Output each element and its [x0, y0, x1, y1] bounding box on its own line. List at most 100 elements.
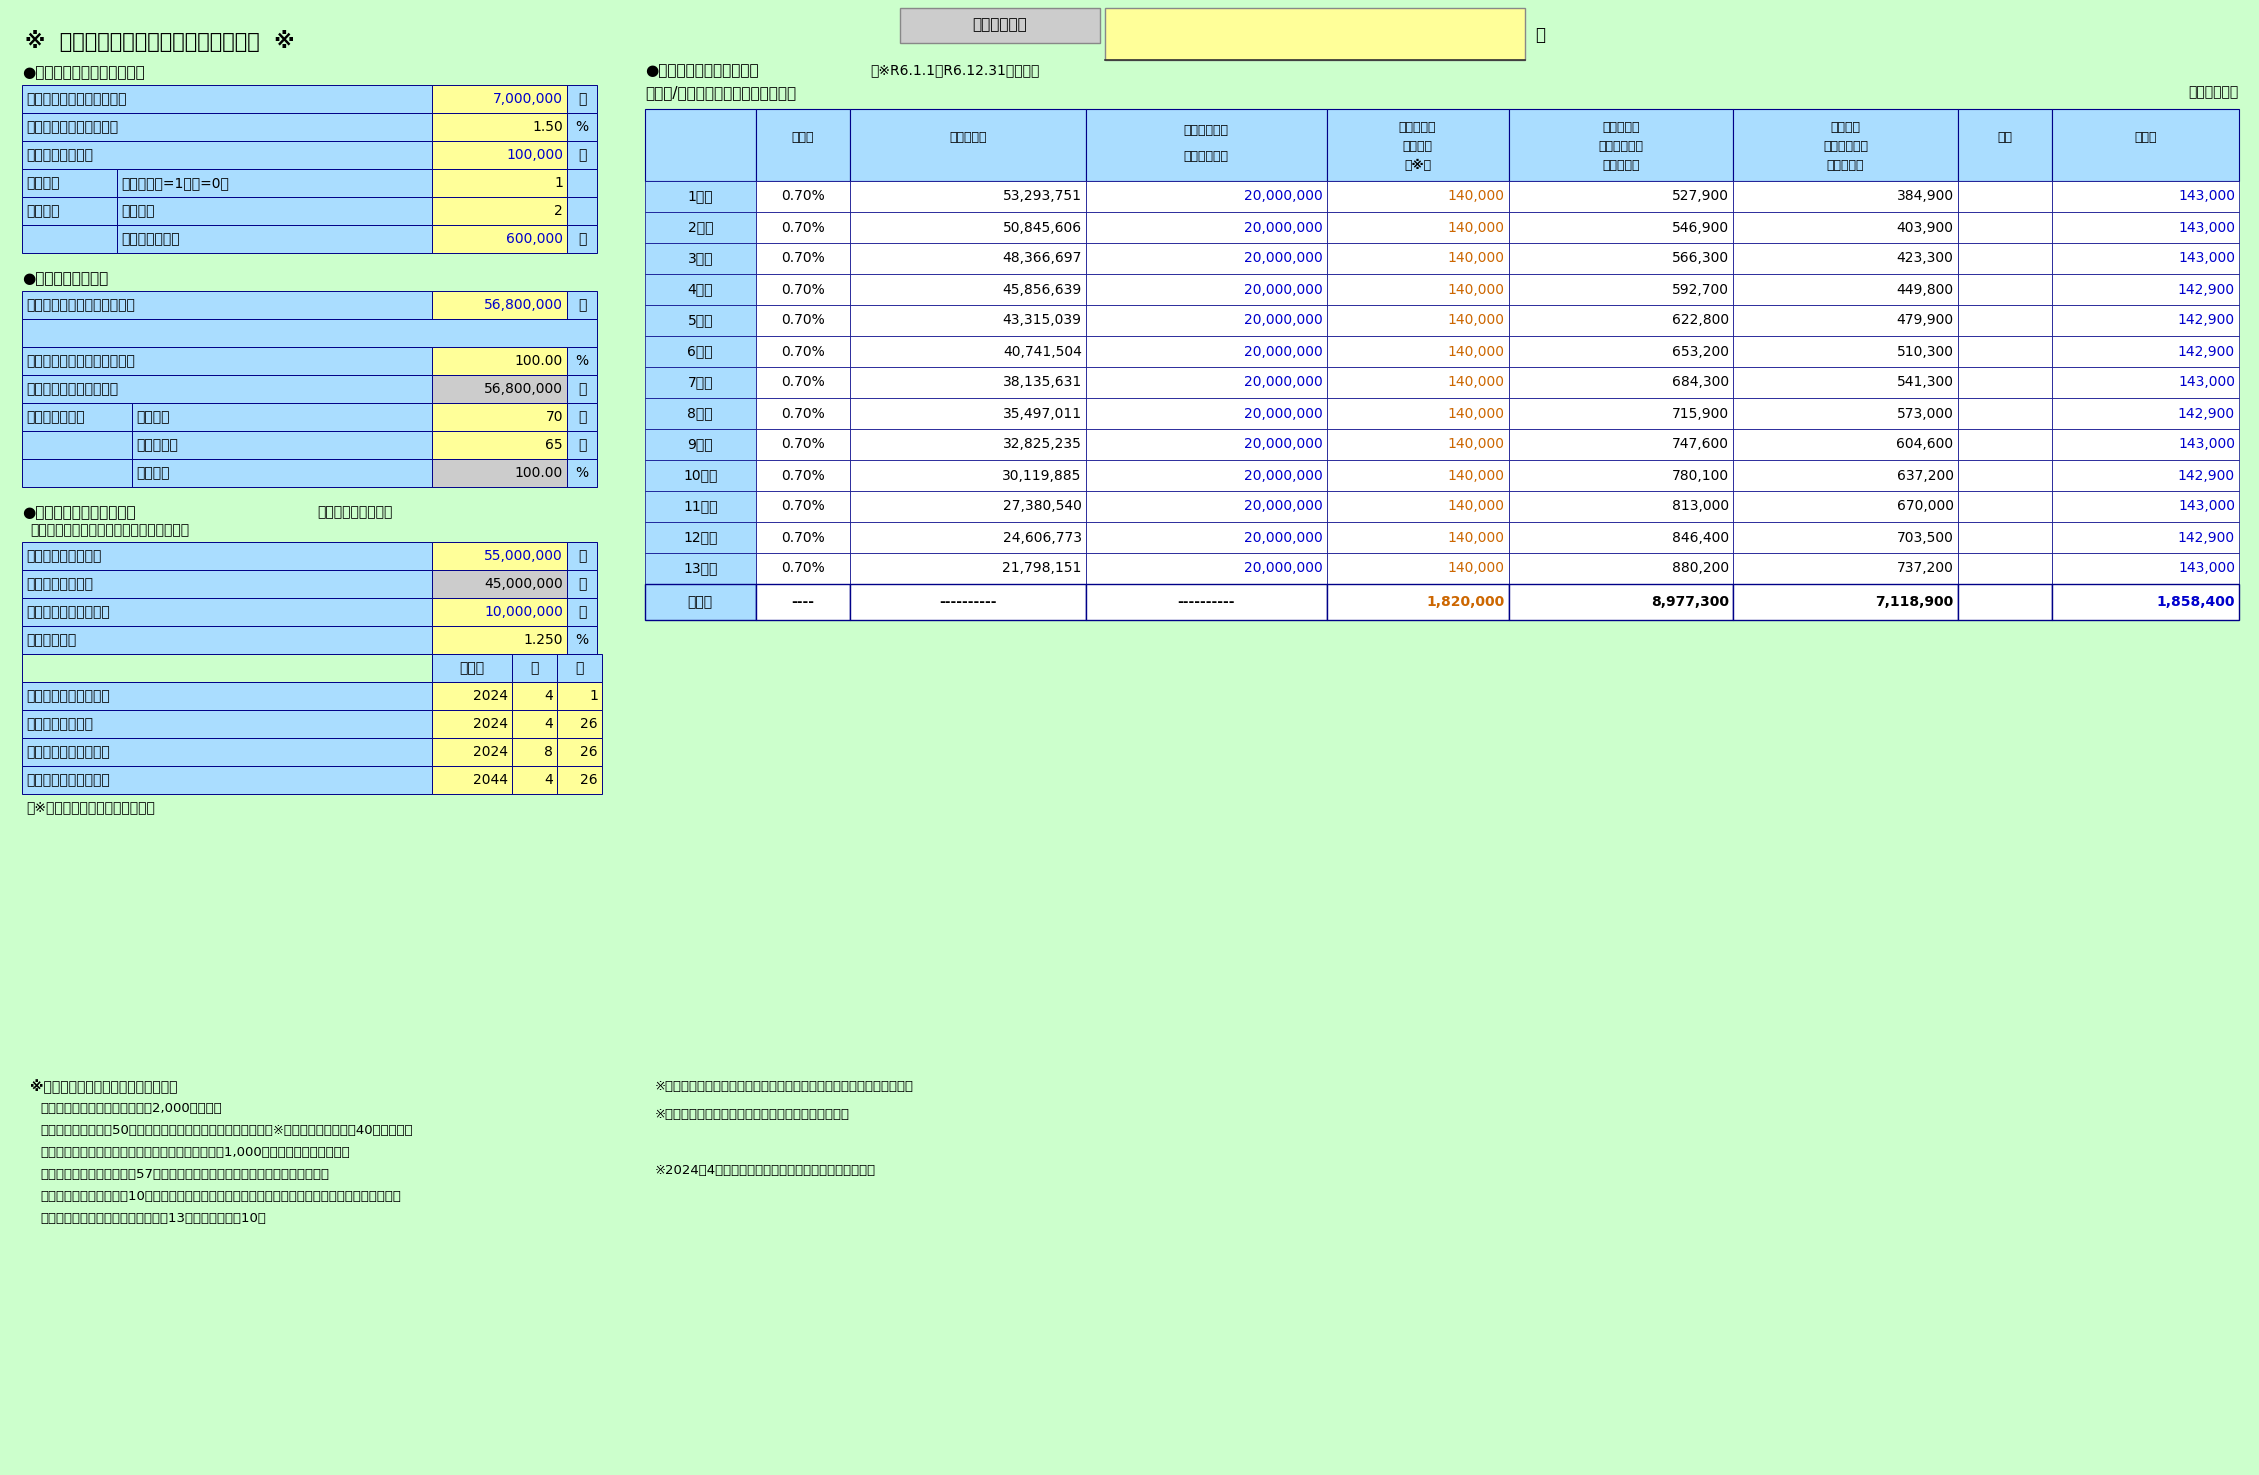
Text: 6年目: 6年目 — [687, 345, 714, 358]
Text: 借入金残高: 借入金残高 — [949, 131, 987, 145]
Text: 566,300: 566,300 — [1672, 252, 1728, 266]
Text: %: % — [576, 354, 590, 367]
Text: 26: 26 — [581, 717, 599, 732]
Text: 円: 円 — [578, 382, 585, 395]
Bar — [558, 709, 601, 738]
Bar — [646, 398, 755, 429]
Bar — [755, 429, 849, 460]
Bar — [1509, 584, 1733, 620]
Text: ＜新築/買取再販：一般住宅の場合＞: ＜新築/買取再販：一般住宅の場合＞ — [646, 86, 795, 100]
Text: 813,000: 813,000 — [1672, 500, 1728, 513]
Text: 142,900: 142,900 — [2178, 407, 2234, 420]
Text: 10,000,000: 10,000,000 — [483, 605, 562, 620]
Text: （※借入期間は最長３５年まで）: （※借入期間は最長３５年まで） — [27, 799, 156, 814]
Text: 給与の上昇率（％／年）: 給与の上昇率（％／年） — [27, 119, 117, 134]
Bar — [513, 681, 558, 709]
Text: 第一回返済予定日: 第一回返済予定日 — [27, 717, 93, 732]
Bar — [2051, 460, 2239, 491]
Bar — [899, 7, 1100, 43]
Text: 715,900: 715,900 — [1672, 407, 1728, 420]
Bar — [431, 142, 567, 170]
Bar — [1509, 336, 1733, 367]
Text: 7,118,900: 7,118,900 — [1875, 594, 1954, 609]
Bar — [1326, 212, 1509, 243]
Text: 0.70%: 0.70% — [782, 345, 825, 358]
Text: 10年目: 10年目 — [682, 469, 718, 482]
Text: 449,800: 449,800 — [1898, 283, 1954, 296]
Text: 53,293,751: 53,293,751 — [1003, 189, 1082, 204]
Bar — [2051, 243, 2239, 274]
Text: 30,119,885: 30,119,885 — [1003, 469, 1082, 482]
Bar — [431, 375, 567, 403]
Text: 4: 4 — [544, 773, 553, 788]
Bar — [23, 86, 431, 114]
Bar — [1733, 429, 1959, 460]
Bar — [646, 336, 755, 367]
Bar — [431, 766, 513, 794]
Text: 年利率（％）: 年利率（％） — [27, 633, 77, 648]
Bar — [431, 170, 567, 198]
Bar — [1087, 212, 1326, 243]
Bar — [849, 212, 1087, 243]
Text: 140,000: 140,000 — [1448, 283, 1504, 296]
Bar — [755, 460, 849, 491]
Bar — [849, 274, 1087, 305]
Text: 5年目: 5年目 — [687, 314, 714, 327]
Text: %: % — [576, 119, 590, 134]
Text: 55,000,000: 55,000,000 — [483, 549, 562, 563]
Text: 共有の場合：持分割合（％）: 共有の場合：持分割合（％） — [27, 354, 136, 367]
Bar — [567, 170, 596, 198]
Bar — [1326, 274, 1509, 305]
Bar — [1733, 181, 1959, 212]
Text: ●収入（所得）に関する入力: ●収入（所得）に関する入力 — [23, 65, 145, 80]
Text: 573,000: 573,000 — [1898, 407, 1954, 420]
Bar — [1733, 367, 1959, 398]
Bar — [1509, 181, 1733, 212]
Text: 140,000: 140,000 — [1448, 562, 1504, 575]
Bar — [1509, 367, 1733, 398]
Bar — [646, 553, 755, 584]
Text: 8: 8 — [544, 745, 553, 760]
Text: 月々返済元本金額: 月々返済元本金額 — [27, 577, 93, 591]
Bar — [2051, 522, 2239, 553]
Bar — [755, 274, 849, 305]
Text: 20,000,000: 20,000,000 — [1245, 469, 1322, 482]
Text: 142,900: 142,900 — [2178, 345, 2234, 358]
Text: ４．借入金の償還期間が10年以上　　５．前々年以後居住用財産の特例の適用をうけていないこと: ４．借入金の償還期間が10年以上 ５．前々年以後居住用財産の特例の適用をうけてい… — [41, 1190, 400, 1204]
Text: 20,000,000: 20,000,000 — [1245, 220, 1322, 235]
Text: 円: 円 — [578, 232, 585, 246]
Text: ２．家屋の総床面積50㎡以上（内２分の１以上が居住用）　（※新築の場合、床面積40㎡以上から: ２．家屋の総床面積50㎡以上（内２分の１以上が居住用） （※新築の場合、床面積4… — [41, 1124, 413, 1137]
Bar — [1326, 243, 1509, 274]
Text: 45,856,639: 45,856,639 — [1003, 283, 1082, 296]
Bar — [513, 653, 558, 681]
Text: 142,900: 142,900 — [2178, 531, 2234, 544]
Text: 配偶者（有=1，無=0）: 配偶者（有=1，無=0） — [122, 176, 228, 190]
Text: ㎡: ㎡ — [578, 438, 585, 451]
Bar — [1959, 491, 2051, 522]
Bar — [431, 541, 567, 569]
Text: 20,000,000: 20,000,000 — [1245, 500, 1322, 513]
Bar — [117, 170, 431, 198]
Text: 7,000,000: 7,000,000 — [492, 91, 562, 106]
Bar — [567, 403, 596, 431]
Text: 142,900: 142,900 — [2178, 469, 2234, 482]
Text: 637,200: 637,200 — [1898, 469, 1954, 482]
Bar — [755, 367, 849, 398]
Bar — [1509, 109, 1733, 181]
Bar — [1326, 181, 1509, 212]
Text: 600,000: 600,000 — [506, 232, 562, 246]
Text: 56,800,000: 56,800,000 — [483, 298, 562, 313]
Text: 142,900: 142,900 — [2178, 314, 2234, 327]
Bar — [1959, 274, 2051, 305]
Bar — [431, 347, 567, 375]
Text: 居住用面積: 居住用面積 — [136, 438, 178, 451]
Bar — [1326, 305, 1509, 336]
Text: ３．既存住宅の場合、昭和57年以降に建築されたもの（新耐震基準適合住宅）: ３．既存住宅の場合、昭和57年以降に建築されたもの（新耐震基準適合住宅） — [41, 1168, 330, 1181]
Text: 差引: 差引 — [1997, 131, 2013, 145]
Bar — [23, 375, 431, 403]
Bar — [1959, 243, 2051, 274]
Bar — [23, 625, 431, 653]
Bar — [23, 681, 431, 709]
Bar — [849, 181, 1087, 212]
Text: 20,000,000: 20,000,000 — [1245, 283, 1322, 296]
